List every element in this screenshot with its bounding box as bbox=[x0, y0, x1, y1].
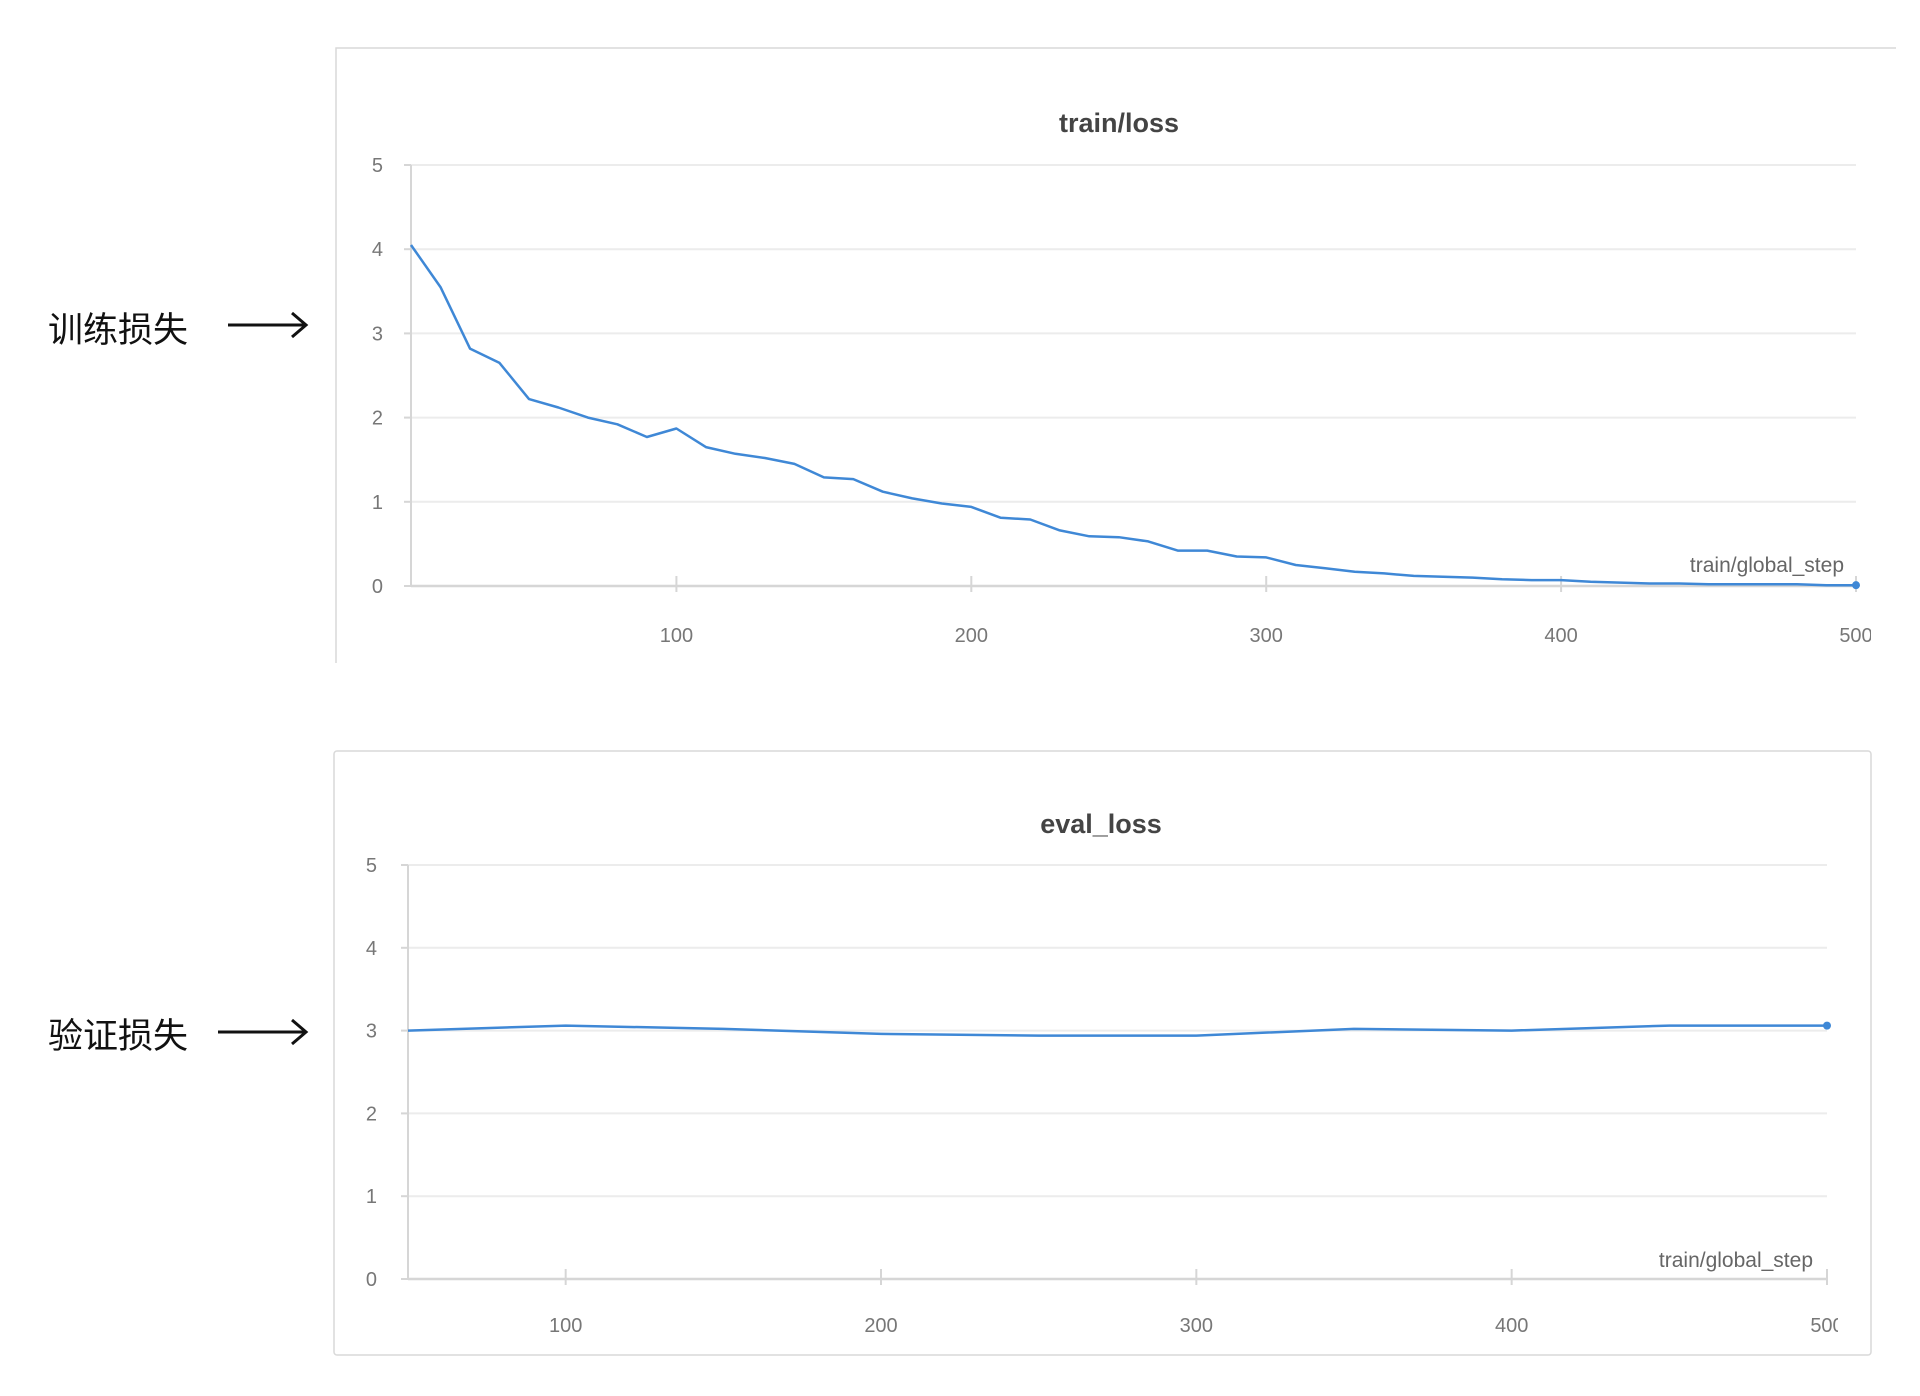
x-tick-label: 100 bbox=[660, 625, 693, 647]
y-tick-label: 3 bbox=[366, 1021, 377, 1043]
y-tick-label: 3 bbox=[372, 323, 383, 345]
series-line bbox=[409, 244, 1856, 587]
y-tick-label: 0 bbox=[366, 1269, 377, 1291]
series-line bbox=[407, 1024, 1827, 1037]
y-tick-label: 0 bbox=[372, 576, 383, 598]
x-tick-label: 300 bbox=[1180, 1315, 1213, 1337]
chart-title: train/loss bbox=[1059, 108, 1179, 138]
y-tick-label: 1 bbox=[372, 492, 383, 514]
y-tick-label: 2 bbox=[366, 1103, 377, 1125]
y-tick-label: 5 bbox=[366, 855, 377, 877]
x-tick-label: 500 bbox=[1810, 1315, 1843, 1337]
eval-loss-panel bbox=[333, 750, 1872, 1356]
data-point bbox=[1823, 1021, 1831, 1030]
train-loss-chart: train/loss 0 1 2 3 4 5 100 200 300 400 500 train/glo… bbox=[372, 108, 1872, 647]
x-axis-label: train/global_step bbox=[1690, 554, 1844, 577]
data-point bbox=[1852, 581, 1860, 590]
y-tick-label: 5 bbox=[372, 155, 383, 177]
chart-title: eval_loss bbox=[1040, 809, 1162, 839]
train-loss-panel bbox=[335, 47, 1896, 663]
y-tick-label: 1 bbox=[366, 1186, 377, 1208]
y-tick-label: 2 bbox=[372, 408, 383, 430]
x-tick-label: 300 bbox=[1250, 625, 1283, 647]
eval-loss-annotation: 验证损失 bbox=[48, 1017, 189, 1057]
x-axis-label: train/global_step bbox=[1659, 1249, 1813, 1272]
y-tick-label: 4 bbox=[372, 239, 383, 261]
x-tick-label: 200 bbox=[864, 1315, 897, 1337]
train-arrow-icon bbox=[228, 311, 309, 339]
x-tick-label: 400 bbox=[1495, 1315, 1528, 1337]
eval-arrow-icon bbox=[218, 1018, 309, 1046]
x-tick-label: 400 bbox=[1544, 625, 1577, 647]
eval-loss-chart: eval_loss 0 1 2 3 4 5 100 200 300 400 500 train/glob… bbox=[366, 809, 1843, 1337]
x-tick-label: 500 bbox=[1839, 625, 1872, 647]
x-tick-label: 100 bbox=[549, 1315, 582, 1337]
y-tick-label: 4 bbox=[366, 938, 377, 960]
train-loss-annotation: 训练损失 bbox=[48, 311, 189, 351]
x-tick-label: 200 bbox=[955, 625, 988, 647]
